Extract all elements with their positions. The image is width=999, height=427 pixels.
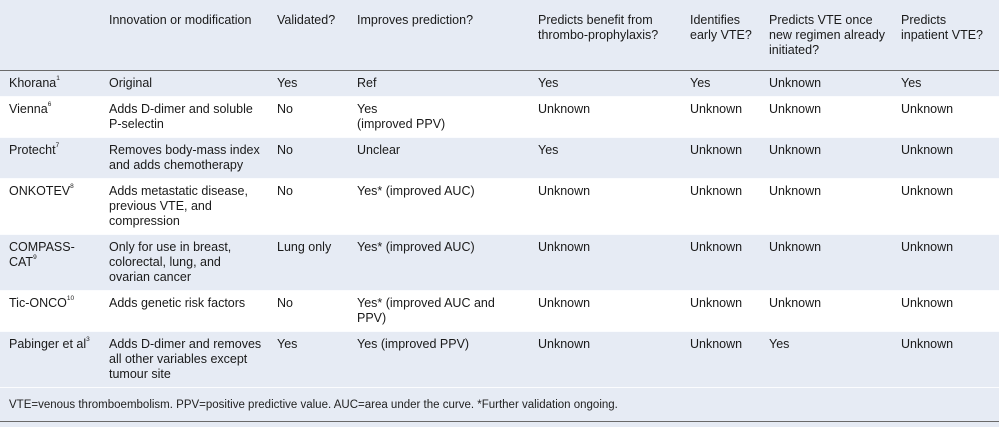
table-cell: Unknown bbox=[529, 96, 681, 138]
table-cell: Unknown bbox=[892, 96, 999, 138]
table-cell: Unknown bbox=[760, 137, 892, 179]
table-cell: Unknown bbox=[760, 234, 892, 291]
table-cell: No bbox=[268, 96, 348, 138]
table-cell: Unknown bbox=[529, 234, 681, 291]
score-name: Pabinger et al bbox=[9, 336, 87, 351]
table-row: COMPASS-CAT9 Only for use in breast, colo… bbox=[0, 234, 999, 291]
table-cell: Ref bbox=[348, 70, 529, 97]
table-cell: Unknown bbox=[760, 290, 892, 332]
table-cell: Lung only bbox=[268, 234, 348, 291]
table-cell: Unknown bbox=[681, 137, 760, 179]
table-cell: Unknown bbox=[892, 331, 999, 388]
column-header: Predicts VTE once new regimen already in… bbox=[760, 8, 892, 71]
table-cell: Unknown bbox=[681, 290, 760, 332]
table-cell: Yes bbox=[760, 331, 892, 388]
table-cell: Adds D-dimer and soluble P-selectin bbox=[100, 96, 268, 138]
table-cell: Yes bbox=[681, 70, 760, 97]
table-row: Khorana1 Original Yes Ref Yes Yes Unknown Yes bbox=[0, 70, 999, 97]
table-cell: Yes bbox=[268, 70, 348, 97]
table-row: Pabinger et al3 Adds D-dimer and removes … bbox=[0, 331, 999, 388]
score-name-cell: Vienna6 bbox=[0, 96, 100, 138]
table-cell: Adds metastatic disease, previous VTE, a… bbox=[100, 178, 268, 235]
table-cell: Yes bbox=[892, 70, 999, 97]
table-cell: Unclear bbox=[348, 137, 529, 179]
table-cell: Yes bbox=[268, 331, 348, 388]
score-name-cell: Pabinger et al3 bbox=[0, 331, 100, 388]
score-name: Vienna bbox=[9, 101, 48, 116]
table-cell: No bbox=[268, 137, 348, 179]
table-cell: No bbox=[268, 178, 348, 235]
table-cell: Unknown bbox=[760, 70, 892, 97]
score-name-cell: COMPASS-CAT9 bbox=[0, 234, 100, 291]
table-cell: Unknown bbox=[892, 290, 999, 332]
header-row: Innovation or modification Validated? Impr… bbox=[0, 8, 999, 71]
column-header: Validated? bbox=[268, 8, 348, 71]
score-name: ONKOTEV bbox=[9, 183, 71, 198]
table-cell: Unknown bbox=[760, 96, 892, 138]
column-header bbox=[0, 8, 100, 71]
table-footnote: VTE=venous thromboembolism. PPV=positive… bbox=[9, 399, 618, 411]
table-cell: Unknown bbox=[892, 234, 999, 291]
table-row: ONKOTEV8 Adds metastatic disease, previou… bbox=[0, 178, 999, 235]
table-row: Tic-ONCO10 Adds genetic risk factors No Yes… bbox=[0, 290, 999, 332]
table-cell: Unknown bbox=[681, 331, 760, 388]
score-name: COMPASS-CAT bbox=[9, 239, 75, 269]
table-cell: Yes* (improved AUC and PPV) bbox=[348, 290, 529, 332]
reference-superscript: 1 bbox=[56, 75, 60, 83]
table-cell: Unknown bbox=[760, 178, 892, 235]
reference-superscript: 7 bbox=[55, 142, 60, 150]
score-name: Protecht bbox=[9, 142, 56, 157]
score-name-cell: Tic-ONCO10 bbox=[0, 290, 100, 332]
table-cell: Unknown bbox=[529, 331, 681, 388]
score-name: Tic-ONCO bbox=[9, 295, 67, 310]
table-cell: Yes* (improved AUC) bbox=[348, 234, 529, 291]
table-cell: Unknown bbox=[892, 137, 999, 179]
table-cell: Yes (improved PPV) bbox=[348, 331, 529, 388]
risk-score-table: Innovation or modification Validated? Impr… bbox=[0, 8, 999, 388]
table-cell: Unknown bbox=[681, 178, 760, 235]
table-cell: Yes (improved PPV) bbox=[348, 96, 529, 138]
table-cell: Removes body-mass index and adds chemoth… bbox=[100, 137, 268, 179]
table-cell: Adds genetic risk factors bbox=[100, 290, 268, 332]
table-cell: Unknown bbox=[529, 178, 681, 235]
column-header: Innovation or modification bbox=[100, 8, 268, 71]
score-name: Khorana bbox=[9, 75, 57, 90]
column-header: Improves prediction? bbox=[348, 8, 529, 71]
score-name-cell: ONKOTEV8 bbox=[0, 178, 100, 235]
table-cell: Only for use in breast, colorectal, lung… bbox=[100, 234, 268, 291]
table-row: Vienna6 Adds D-dimer and soluble P-select… bbox=[0, 96, 999, 138]
table-cell: No bbox=[268, 290, 348, 332]
reference-superscript: 6 bbox=[47, 101, 52, 109]
column-header: Identifies early VTE? bbox=[681, 8, 760, 71]
table-row: Protecht7 Removes body-mass index and add… bbox=[0, 137, 999, 179]
score-name-cell: Khorana1 bbox=[0, 70, 100, 97]
bottom-rule bbox=[0, 421, 999, 422]
table-cell: Original bbox=[100, 70, 268, 97]
column-header: Predicts inpatient VTE? bbox=[892, 8, 999, 71]
table-cell: Unknown bbox=[681, 234, 760, 291]
reference-superscript: 9 bbox=[33, 254, 37, 262]
reference-superscript: 10 bbox=[66, 295, 75, 303]
table-cell: Yes* (improved AUC) bbox=[348, 178, 529, 235]
table-cell: Unknown bbox=[681, 96, 760, 138]
table-cell: Adds D-dimer and removes all other varia… bbox=[100, 331, 268, 388]
table-cell: Yes bbox=[529, 70, 681, 97]
column-header: Predicts benefit from thrombo-prophylaxi… bbox=[529, 8, 681, 71]
reference-superscript: 3 bbox=[86, 336, 90, 344]
table-cell: Unknown bbox=[892, 178, 999, 235]
score-name-cell: Protecht7 bbox=[0, 137, 100, 179]
table-body: Khorana1 Original Yes Ref Yes Yes Unknown Yes Vi… bbox=[0, 70, 999, 388]
table-cell: Yes bbox=[529, 137, 681, 179]
reference-superscript: 8 bbox=[70, 183, 74, 191]
table-cell: Unknown bbox=[529, 290, 681, 332]
